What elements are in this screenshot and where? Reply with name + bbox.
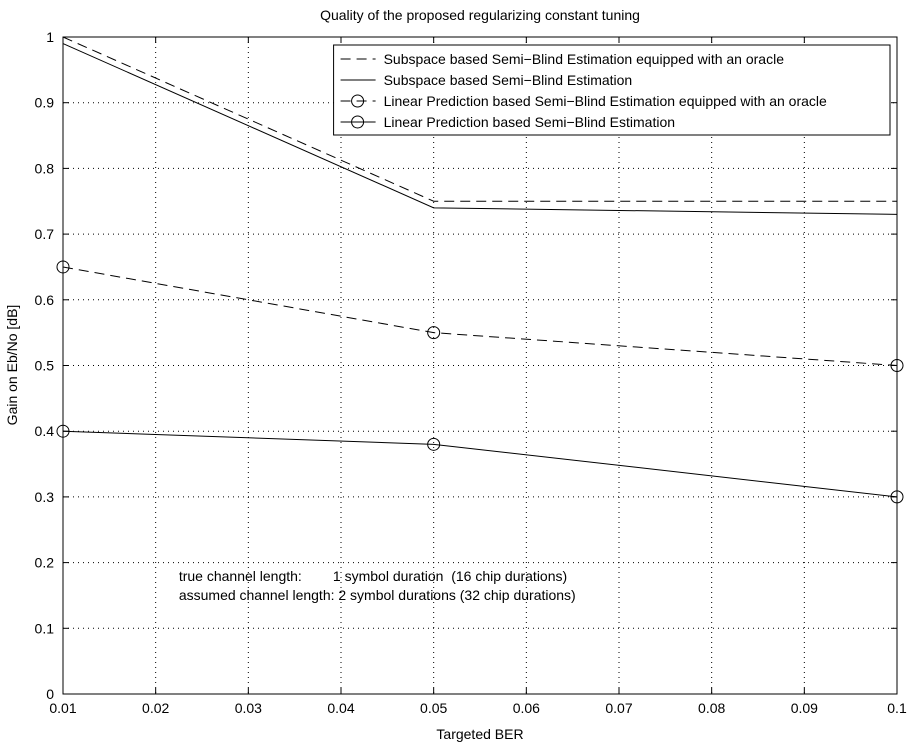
y-tick-label: 0.1 (35, 620, 55, 636)
legend-label-4: Linear Prediction based Semi−Blind Estim… (384, 114, 675, 130)
x-tick-label: 0.04 (327, 700, 354, 716)
y-tick-label: 0.2 (35, 555, 55, 571)
legend: Subspace based Semi−Blind Estimation equ… (333, 44, 891, 136)
x-tick-label: 0.03 (235, 700, 262, 716)
x-tick-label: 0.09 (791, 700, 818, 716)
series-line-3 (62, 266, 898, 366)
x-tick-label: 0.1 (887, 700, 907, 716)
y-tick-label: 0.8 (35, 160, 55, 176)
series-4-point (890, 490, 904, 504)
y-axis-label: Gain on Eb/No [dB] (4, 305, 20, 426)
x-axis-label: Targeted BER (436, 726, 523, 742)
series-4-point (56, 424, 70, 438)
x-tick-label: 0.01 (49, 700, 76, 716)
x-tick-label: 0.07 (605, 700, 632, 716)
legend-marker-3 (351, 94, 365, 108)
series-line-4 (62, 430, 898, 498)
series-3-point (427, 326, 441, 340)
series-lines (56, 36, 904, 504)
chart-title: Quality of the proposed regularizing con… (320, 7, 640, 23)
legend-box (333, 44, 891, 136)
annotations: true channel length: 1 symbol duration (… (179, 568, 576, 603)
y-tick-label: 0.3 (35, 489, 55, 505)
series-3-point (890, 359, 904, 372)
annotation-text: true channel length: 1 symbol duration (… (179, 568, 567, 584)
axes: 0.01 0.02 0.03 0.04 0.05 0.06 0.07 0.08 0.09 0.1 0… (35, 29, 907, 716)
x-tick-label: 0.02 (142, 700, 169, 716)
series-line-1 (62, 36, 897, 202)
series-line-2 (62, 43, 898, 215)
x-tick-label: 0.06 (513, 700, 540, 716)
y-tick-label: 0 (46, 686, 54, 702)
y-tick-label: 0.5 (35, 358, 55, 374)
series-4-point (427, 437, 441, 451)
legend-label-1: Subspace based Semi−Blind Estimation equ… (384, 51, 785, 67)
legend-label-2: Subspace based Semi−Blind Estimation (384, 72, 633, 88)
legend-label-3: Linear Prediction based Semi−Blind Estim… (384, 93, 827, 109)
series-3-point (56, 260, 70, 274)
y-tick-label: 0.6 (35, 292, 55, 308)
x-tick-label: 0.05 (420, 700, 447, 716)
y-tick-label: 0.4 (35, 423, 55, 439)
y-tick-label: 0.7 (35, 226, 55, 242)
y-tick-label: 0.9 (35, 95, 55, 111)
x-tick-label: 0.08 (698, 700, 725, 716)
legend-marker-4 (351, 115, 365, 129)
y-tick-label: 1 (46, 29, 54, 45)
annotation-text: assumed channel length: 2 symbol duratio… (179, 587, 576, 603)
